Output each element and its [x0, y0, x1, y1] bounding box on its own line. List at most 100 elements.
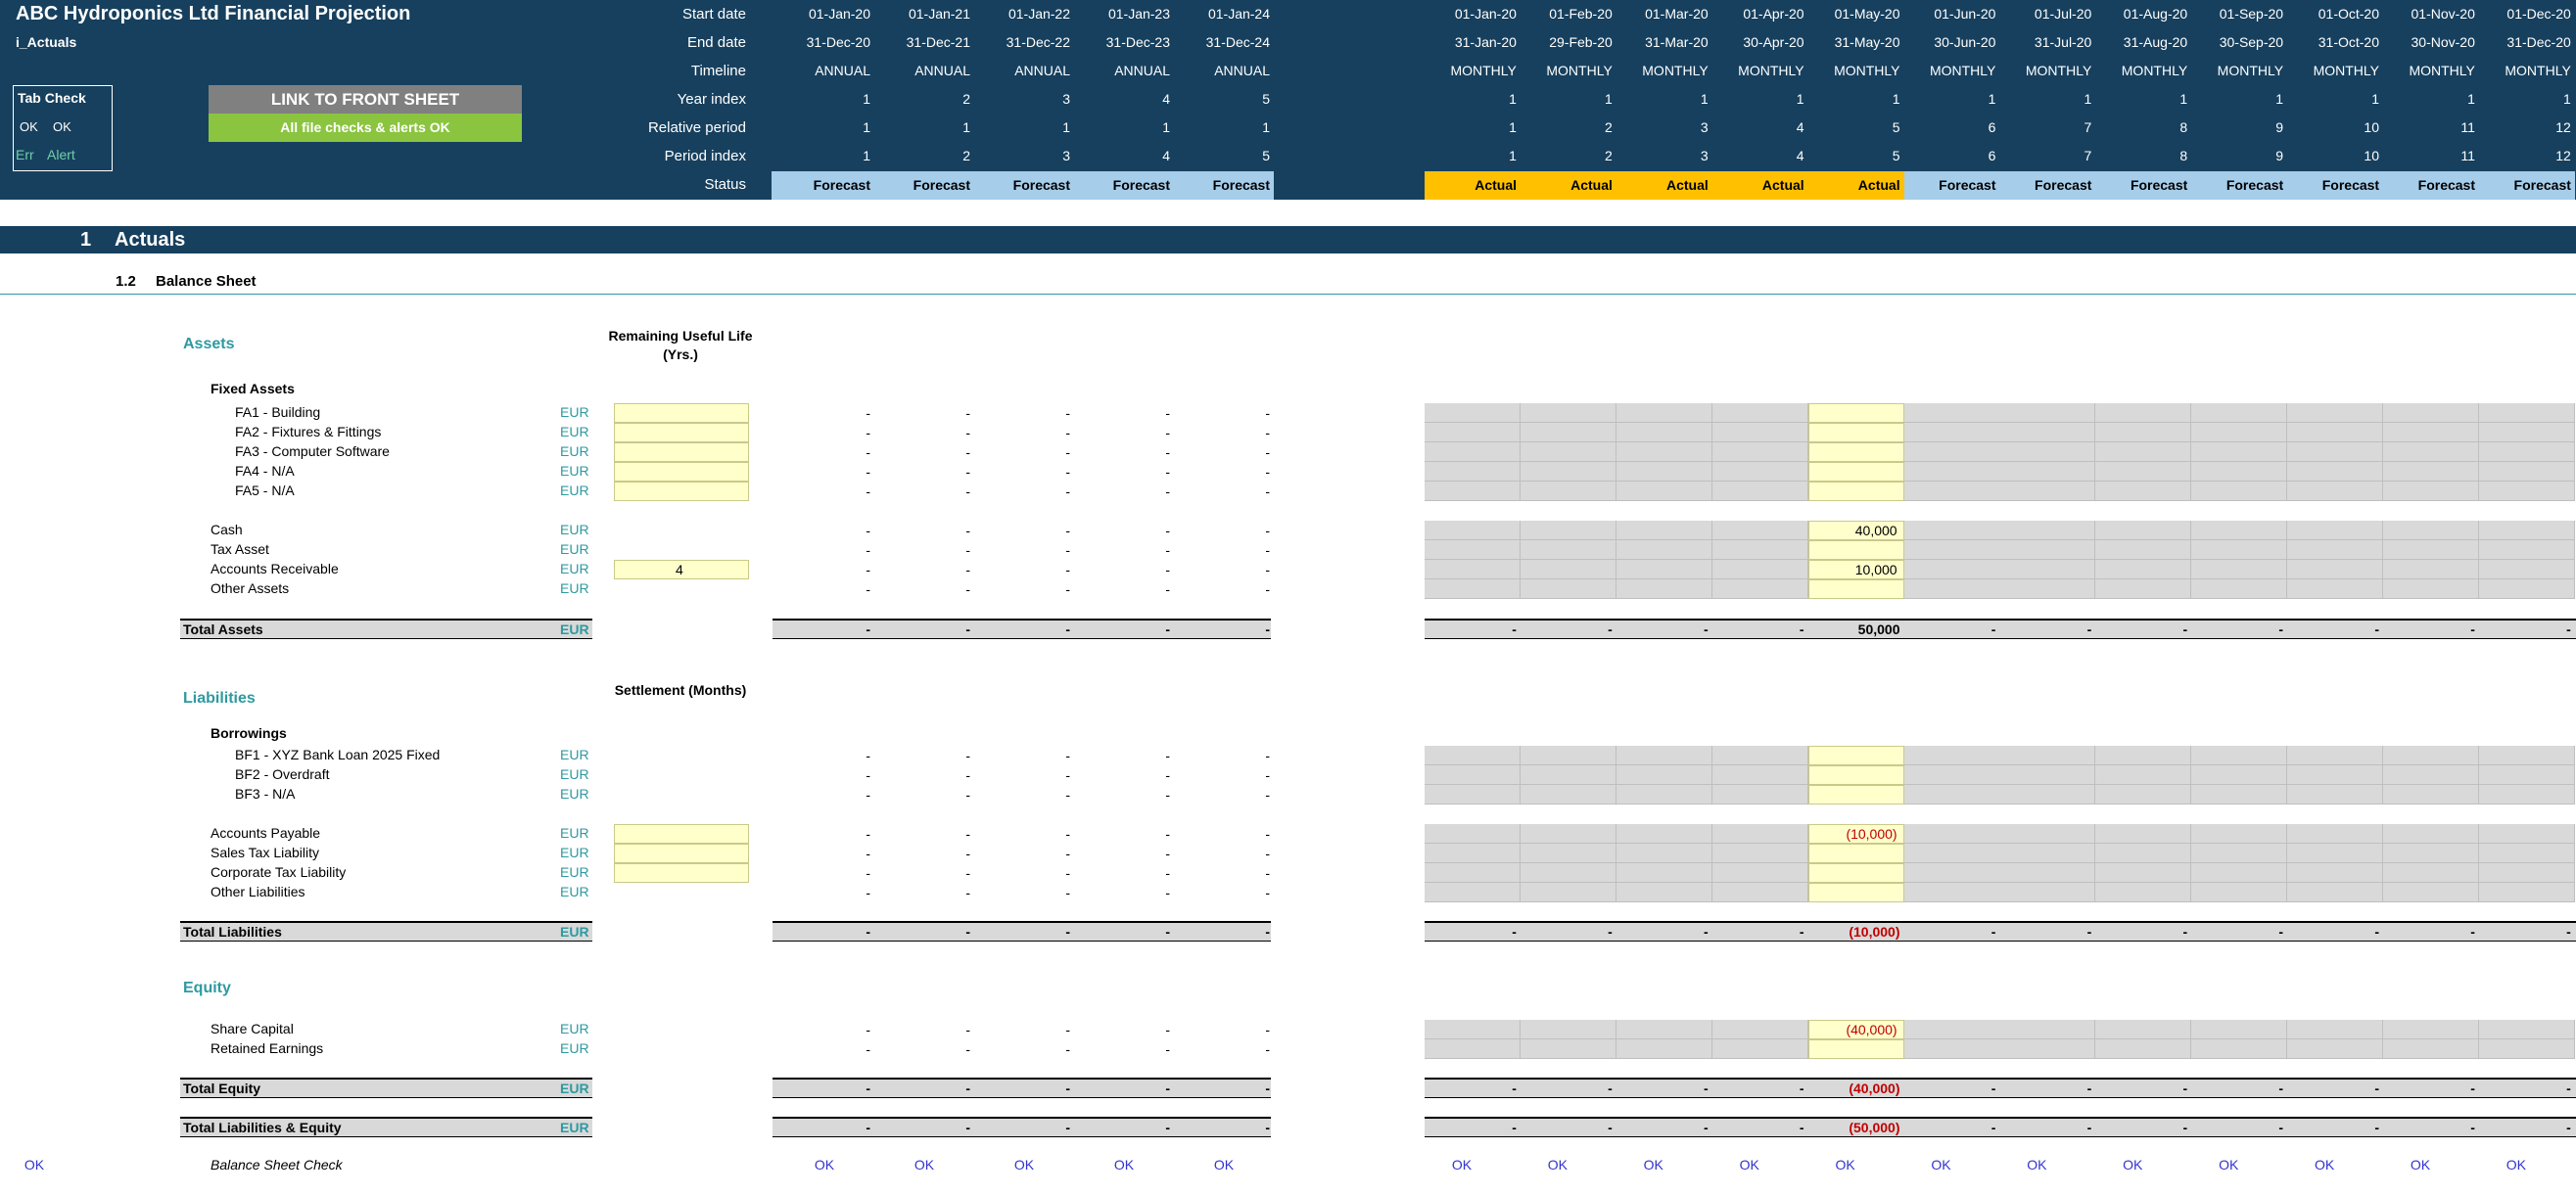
month-cell-bf2-5[interactable] — [1807, 765, 1904, 785]
month-cell-other_liab-5[interactable] — [1807, 883, 1904, 902]
monthly-relative-7: 7 — [2084, 119, 2092, 135]
month-cell-bf2-9 — [2191, 765, 2288, 785]
month-cell-cash-6 — [1903, 521, 2000, 540]
monthly-relative-6: 6 — [1988, 119, 1996, 135]
input-cell-ap[interactable] — [614, 824, 749, 844]
row-label-sales_tax: Sales Tax Liability — [211, 845, 320, 860]
bs-check-month-9[interactable]: OK — [2219, 1157, 2239, 1173]
input-cell-fa5[interactable] — [614, 482, 749, 501]
month-cell-sales_tax-11 — [2383, 844, 2479, 863]
tab-check-err: Err — [16, 147, 34, 162]
month-cell-other_assets-7 — [1999, 579, 2096, 599]
dash-tax_asset-4: - — [1165, 542, 1170, 558]
month-cell-ar-5[interactable]: 10,000 — [1807, 560, 1904, 579]
total-dash-total_assets-5: - — [1265, 621, 1270, 637]
total-month-total_le-11: - — [2470, 1120, 2475, 1135]
month-cell-tax_asset-4 — [1711, 540, 1808, 560]
dash-bf1-2: - — [965, 748, 970, 763]
month-cell-retained-5[interactable] — [1807, 1039, 1904, 1059]
month-cell-other_assets-5[interactable] — [1807, 579, 1904, 599]
bs-check-month-8[interactable]: OK — [2123, 1157, 2143, 1173]
dash-fa2-2: - — [965, 425, 970, 440]
month-cell-ap-12 — [2478, 824, 2575, 844]
total-bar-monthly-total_le — [1425, 1117, 2576, 1137]
month-cell-bf3-3 — [1616, 785, 1712, 805]
month-cell-fa2-5[interactable] — [1807, 423, 1904, 442]
month-cell-ar-6 — [1903, 560, 2000, 579]
total-month-total_liab-10: - — [2374, 924, 2379, 940]
month-cell-bf1-10 — [2287, 746, 2384, 765]
month-cell-bf3-5[interactable] — [1807, 785, 1904, 805]
row-label-bf1: BF1 - XYZ Bank Loan 2025 Fixed — [235, 747, 441, 762]
monthly-period_index-3: 3 — [1700, 148, 1709, 163]
input-cell-sales_tax[interactable] — [614, 844, 749, 863]
month-cell-fa4-7 — [1999, 462, 2096, 482]
month-cell-share_cap-3 — [1616, 1020, 1712, 1039]
input-cell-fa2[interactable] — [614, 423, 749, 442]
monthly-year_index-12: 1 — [2563, 91, 2571, 107]
month-cell-other_assets-8 — [2095, 579, 2192, 599]
input-cell-fa1[interactable] — [614, 403, 749, 423]
month-cell-corp_tax-5[interactable] — [1807, 863, 1904, 883]
month-cell-cash-5[interactable]: 40,000 — [1807, 521, 1904, 540]
dash-bf2-3: - — [1065, 767, 1070, 783]
bs-check-annual-3[interactable]: OK — [1013, 1157, 1035, 1173]
bs-check-month-2[interactable]: OK — [1547, 1157, 1568, 1173]
start-date-label: Start date — [681, 6, 746, 23]
month-cell-sales_tax-12 — [2478, 844, 2575, 863]
bs-check-annual-5[interactable]: OK — [1213, 1157, 1235, 1173]
month-cell-share_cap-5[interactable]: (40,000) — [1807, 1020, 1904, 1039]
month-cell-ap-1 — [1425, 824, 1521, 844]
dash-ar-2: - — [965, 562, 970, 577]
row-label-fa4: FA4 - N/A — [235, 463, 295, 479]
monthly-end-4: 30-Apr-20 — [1743, 34, 1804, 50]
monthly-end-7: 31-Jul-20 — [2034, 34, 2092, 50]
month-cell-bf2-12 — [2478, 765, 2575, 785]
dash-fa1-4: - — [1165, 405, 1170, 421]
month-cell-fa3-5[interactable] — [1807, 442, 1904, 462]
bs-check-month-7[interactable]: OK — [2027, 1157, 2047, 1173]
month-cell-bf1-5[interactable] — [1807, 746, 1904, 765]
month-cell-ap-5[interactable]: (10,000) — [1807, 824, 1904, 844]
bs-check-month-10[interactable]: OK — [2314, 1157, 2335, 1173]
monthly-start-6: 01-Jun-20 — [1934, 6, 1996, 22]
row-label-corp_tax: Corporate Tax Liability — [211, 864, 347, 880]
month-cell-fa5-5[interactable] — [1807, 482, 1904, 501]
input-cell-corp_tax[interactable] — [614, 863, 749, 883]
bs-check-annual-2[interactable]: OK — [913, 1157, 935, 1173]
monthly-end-3: 31-Mar-20 — [1645, 34, 1709, 50]
month-cell-other_liab-10 — [2287, 883, 2384, 902]
dash-fa3-4: - — [1165, 444, 1170, 460]
annual-period_index-3: 3 — [1062, 148, 1070, 163]
status-label: Status — [704, 176, 746, 193]
bs-check-month-1[interactable]: OK — [1451, 1157, 1473, 1173]
bs-check-month-12[interactable]: OK — [2506, 1157, 2526, 1173]
month-cell-retained-10 — [2287, 1039, 2384, 1059]
row-check-ok[interactable]: OK — [23, 1157, 45, 1173]
month-cell-corp_tax-3 — [1616, 863, 1712, 883]
link-to-front-sheet-button[interactable]: LINK TO FRONT SHEET — [209, 85, 522, 114]
bs-check-annual-4[interactable]: OK — [1113, 1157, 1135, 1173]
file-checks-status-button[interactable]: All file checks & alerts OK — [209, 114, 522, 142]
month-cell-fa1-12 — [2478, 403, 2575, 423]
month-cell-sales_tax-5[interactable] — [1807, 844, 1904, 863]
bs-check-month-3[interactable]: OK — [1643, 1157, 1663, 1173]
month-cell-tax_asset-5[interactable] — [1807, 540, 1904, 560]
month-cell-fa5-10 — [2287, 482, 2384, 501]
monthly-year_index-8: 1 — [2179, 91, 2188, 107]
month-cell-bf2-1 — [1425, 765, 1521, 785]
input-cell-fa4[interactable] — [614, 462, 749, 482]
monthly-year_index-2: 1 — [1605, 91, 1613, 107]
bs-check-month-4[interactable]: OK — [1739, 1157, 1759, 1173]
total-month-total_equity-9: - — [2278, 1081, 2284, 1096]
month-cell-cash-3 — [1616, 521, 1712, 540]
month-cell-fa4-5[interactable] — [1807, 462, 1904, 482]
bs-check-month-6[interactable]: OK — [1931, 1157, 1951, 1173]
bs-check-month-11[interactable]: OK — [2410, 1157, 2431, 1173]
month-cell-fa1-5[interactable] — [1807, 403, 1904, 423]
input-cell-fa3[interactable] — [614, 442, 749, 462]
bs-check-month-5[interactable]: OK — [1835, 1157, 1855, 1173]
bs-check-annual-1[interactable]: OK — [814, 1157, 835, 1173]
input-cell-ar[interactable]: 4 — [614, 560, 749, 579]
total-dash-total_liab-1: - — [866, 924, 870, 940]
